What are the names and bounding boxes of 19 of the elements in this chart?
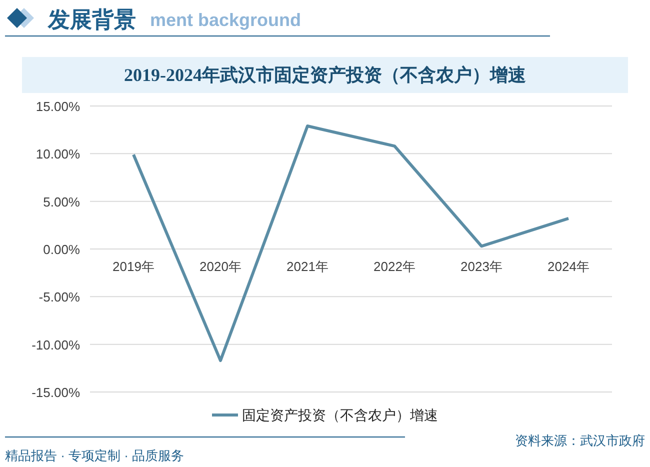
y-tick-label: 10.00% [36, 146, 80, 162]
x-tick-label: 2020年 [200, 259, 242, 274]
x-tick-label: 2023年 [460, 259, 502, 274]
y-tick-label: 15.00% [36, 99, 80, 114]
x-tick-label: 2021年 [286, 259, 328, 274]
y-tick-label: 0.00% [43, 242, 80, 257]
text: 发展背景 [47, 7, 136, 32]
legend-label: 固定资产投资（不含农户）增速 [242, 407, 438, 423]
y-tick-label: -15.00% [32, 385, 80, 400]
y-tick-label: 5.00% [43, 194, 80, 210]
text: 资料来源：武汉市政府 [515, 433, 645, 448]
x-tick-label: 2019年 [112, 259, 154, 274]
chart-title: 2019-2024年武汉市固定资产投资（不含农户）增速 [124, 65, 526, 85]
x-tick-label: 2024年 [548, 259, 590, 274]
y-tick-label: -10.00% [32, 337, 80, 352]
text: ment background [150, 10, 302, 30]
y-tick-label: -5.00% [38, 290, 80, 305]
text: 精品报告 · 专项定制 · 品质服务 [5, 448, 184, 463]
x-tick-label: 2022年 [374, 259, 416, 274]
